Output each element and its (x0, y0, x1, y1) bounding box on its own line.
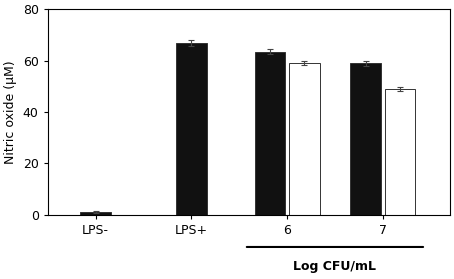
Bar (80, 212, 111, 215)
Bar (289, 63, 320, 215)
Bar (255, 52, 285, 215)
Y-axis label: Nitric oxide (μM): Nitric oxide (μM) (4, 60, 17, 164)
Bar (350, 63, 381, 215)
Bar (385, 89, 415, 215)
Text: Log CFU/mL: Log CFU/mL (293, 260, 376, 273)
Bar (176, 43, 207, 215)
